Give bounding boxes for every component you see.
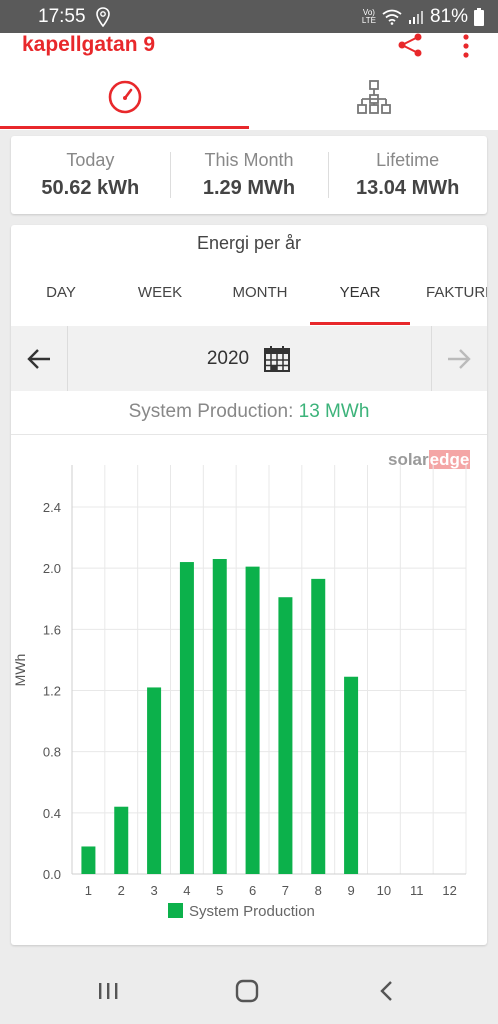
- share-icon[interactable]: [396, 33, 424, 57]
- app-header: kapellgatan 9: [0, 33, 498, 130]
- selected-year: 2020: [206, 347, 250, 369]
- tab-year[interactable]: YEAR: [339, 284, 381, 301]
- x-tick-label: 1: [85, 883, 92, 898]
- y-tick-label: 0.8: [43, 745, 61, 760]
- y-tick-label: 0.4: [43, 806, 61, 821]
- bar-month-9[interactable]: [344, 676, 359, 874]
- production-bar-chart: 0.00.40.81.21.62.02.4 1 2 3 4 5 6 7 8 9 10 11 12 MW…: [12, 465, 467, 920]
- chart-bars: [81, 558, 359, 874]
- summary-value: 50.62 kWh: [41, 177, 140, 199]
- recent-apps-button[interactable]: [88, 976, 128, 1006]
- period-tabs: DAY WEEK MONTH YEAR FAKTURE: [11, 275, 487, 325]
- x-tick-label: 7: [282, 883, 289, 898]
- location-icon: [95, 6, 110, 27]
- dashboard-icon: [108, 80, 141, 114]
- x-axis-ticks: 1 2 3 4 5 6 7 8 9 10 11 12: [85, 883, 457, 898]
- x-tick-label: 3: [150, 883, 157, 898]
- back-icon: [380, 981, 392, 1001]
- x-tick-label: 11: [410, 883, 424, 898]
- production-label: System Production:: [128, 401, 294, 422]
- recent-apps-icon: [99, 983, 118, 999]
- status-time: 17:55: [38, 5, 86, 27]
- bar-month-6[interactable]: [245, 566, 260, 874]
- divider: [67, 326, 68, 391]
- x-tick-label: 9: [347, 883, 354, 898]
- x-tick-label: 6: [249, 883, 256, 898]
- bar-month-2[interactable]: [114, 806, 129, 874]
- x-tick-label: 5: [216, 883, 223, 898]
- summary-lifetime: Lifetime 13.04 MWh: [328, 136, 487, 214]
- legend-swatch: [168, 903, 183, 918]
- bar-month-7[interactable]: [278, 597, 293, 874]
- period-title: Energi per år: [196, 233, 302, 253]
- next-year-button[interactable]: [431, 326, 487, 391]
- summary-label: Today: [66, 150, 115, 170]
- battery-percent: 81%: [429, 5, 468, 27]
- y-tick-label: 1.2: [43, 684, 61, 699]
- nav-tab-indicator: [0, 126, 249, 129]
- summary-value: 13.04 MWh: [356, 177, 460, 199]
- energy-chart-card: Energi per år DAY WEEK MONTH YEAR FAKTUR…: [11, 225, 487, 945]
- y-axis-ticks: 0.0 0.4 0.8 1.2 1.6 2.0 2.4: [43, 500, 61, 882]
- y-tick-label: 1.6: [43, 622, 61, 637]
- back-button[interactable]: [366, 976, 406, 1006]
- wifi-icon: [382, 9, 402, 25]
- period-tab-indicator: [310, 322, 410, 325]
- production-value: 13 MWh: [298, 401, 370, 422]
- calendar-icon: [264, 345, 291, 372]
- home-button[interactable]: [227, 976, 267, 1006]
- tab-month[interactable]: MONTH: [232, 284, 288, 301]
- bar-month-5[interactable]: [212, 558, 227, 874]
- x-tick-label: 8: [315, 883, 322, 898]
- x-tick-label: 12: [442, 883, 456, 898]
- divider: [431, 326, 432, 391]
- bar-month-3[interactable]: [147, 687, 162, 874]
- legend-label: System Production: [189, 903, 315, 920]
- summary-value: 1.29 MWh: [202, 177, 296, 199]
- y-tick-label: 2.0: [43, 561, 61, 576]
- x-tick-label: 10: [377, 883, 391, 898]
- tab-layout[interactable]: [249, 67, 498, 127]
- bar-month-8[interactable]: [311, 578, 326, 874]
- y-tick-label: 2.4: [43, 500, 61, 515]
- status-bar: 17:55 Vo) LTE 81%: [0, 0, 498, 33]
- tab-day[interactable]: DAY: [46, 284, 76, 301]
- bar-month-1[interactable]: [81, 846, 96, 874]
- chart-legend: System Production: [168, 903, 315, 920]
- tab-fakture[interactable]: FAKTURE: [426, 284, 487, 301]
- signal-icon: [408, 10, 423, 24]
- energy-summary-card: Today 50.62 kWh This Month 1.29 MWh Life…: [11, 136, 487, 214]
- system-production-summary: System Production: 13 MWh: [11, 391, 487, 435]
- hierarchy-icon: [356, 80, 391, 114]
- summary-label: Lifetime: [376, 150, 440, 170]
- tab-dashboard[interactable]: [0, 67, 249, 127]
- solaredge-logo: solaredge: [388, 450, 471, 469]
- y-tick-label: 0.0: [43, 867, 61, 882]
- summary-this-month: This Month 1.29 MWh: [169, 136, 329, 214]
- more-vert-icon[interactable]: [458, 33, 474, 59]
- battery-icon: [474, 7, 484, 26]
- chart-grid: [71, 465, 467, 875]
- x-tick-label: 4: [183, 883, 190, 898]
- arrow-right-icon: [448, 348, 471, 369]
- lte-indicator: Vo) LTE: [361, 7, 376, 25]
- summary-label: This Month: [204, 150, 294, 170]
- previous-year-button[interactable]: [11, 326, 67, 391]
- system-navigation-bar: [0, 958, 498, 1024]
- year-picker[interactable]: 2020: [67, 326, 431, 391]
- x-tick-label: 2: [118, 883, 125, 898]
- bar-month-4[interactable]: [179, 562, 194, 874]
- home-icon: [235, 979, 259, 1003]
- y-axis-label: MWh: [12, 654, 28, 687]
- arrow-left-icon: [27, 348, 50, 369]
- summary-today: Today 50.62 kWh: [11, 136, 170, 214]
- tab-week[interactable]: WEEK: [137, 284, 183, 301]
- year-navigator: 2020: [11, 326, 487, 391]
- site-title: kapellgatan 9: [22, 33, 156, 56]
